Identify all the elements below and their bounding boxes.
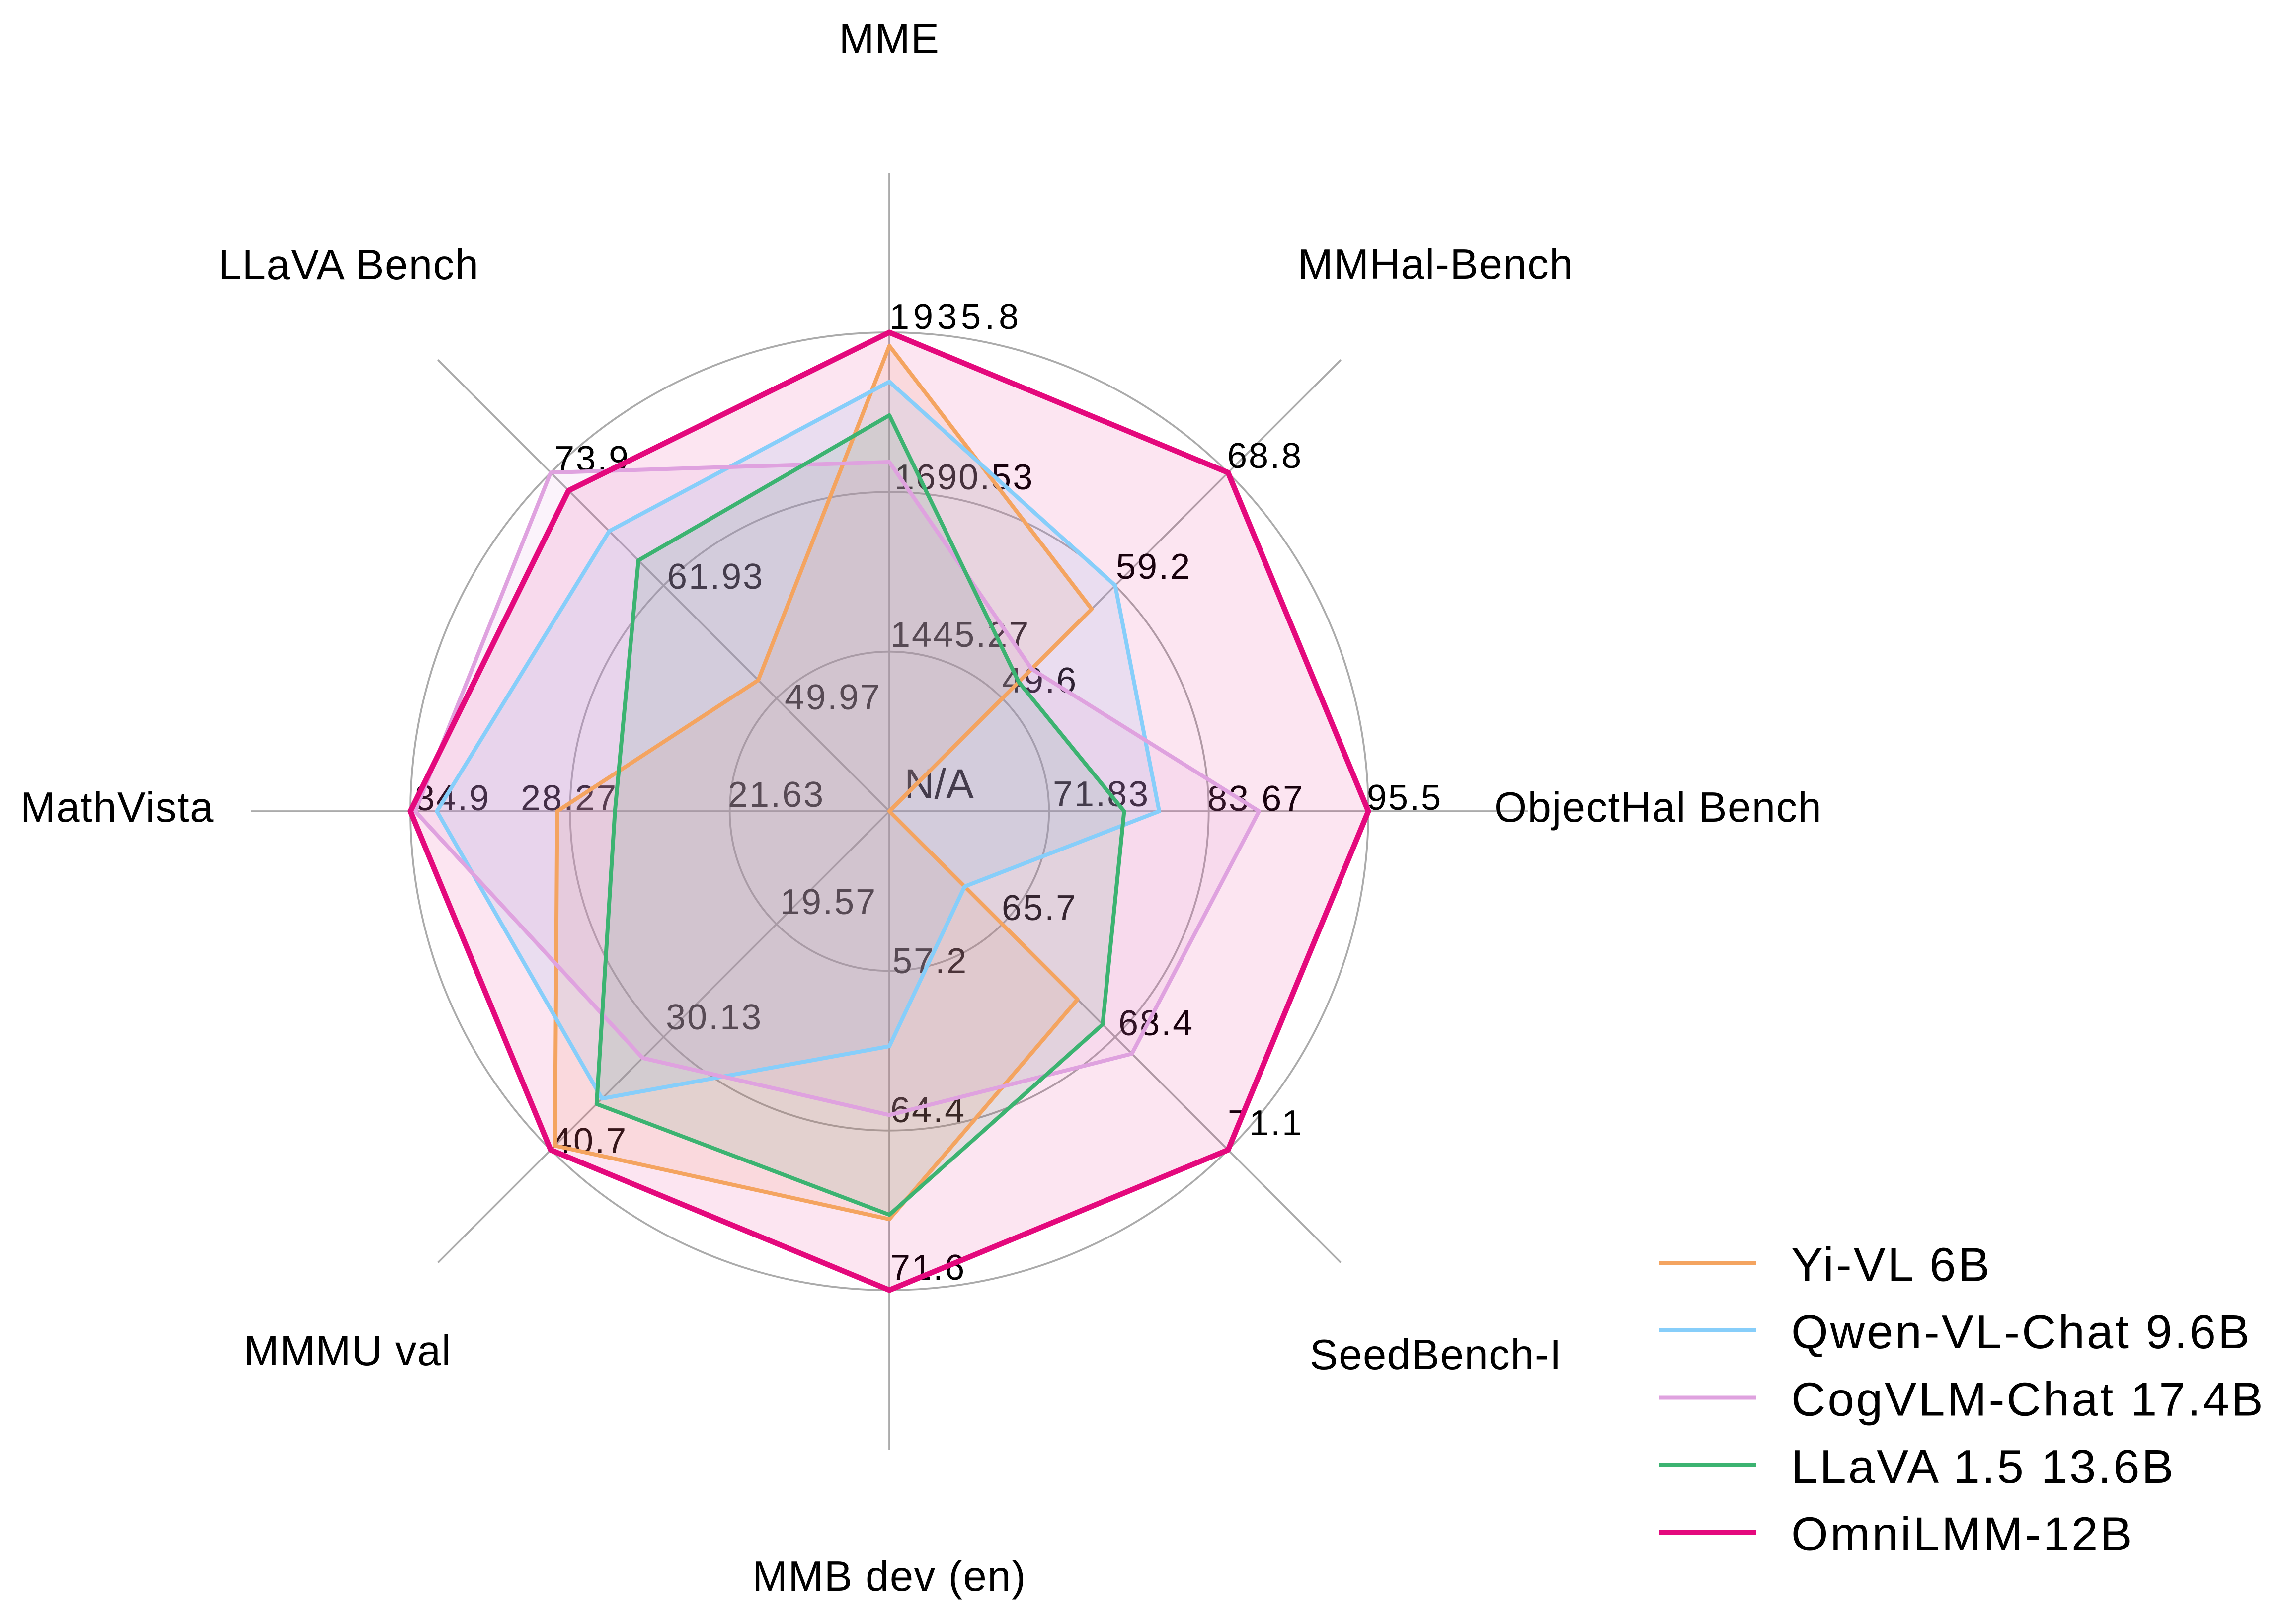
svg-text:MME: MME xyxy=(839,15,940,63)
svg-text:30.13: 30.13 xyxy=(666,998,763,1037)
svg-text:95.5: 95.5 xyxy=(1367,778,1442,818)
svg-text:59.2: 59.2 xyxy=(1116,547,1191,587)
svg-text:21.63: 21.63 xyxy=(728,775,825,815)
svg-text:68.8: 68.8 xyxy=(1227,436,1303,476)
svg-text:Qwen-VL-Chat 9.6B: Qwen-VL-Chat 9.6B xyxy=(1791,1306,2252,1359)
svg-text:MMHal-Bench: MMHal-Bench xyxy=(1298,241,1574,288)
svg-text:49.97: 49.97 xyxy=(785,678,881,717)
svg-text:ObjectHal Bench: ObjectHal Bench xyxy=(1494,784,1822,831)
svg-text:Yi-VL 6B: Yi-VL 6B xyxy=(1791,1238,1992,1292)
svg-text:LLaVA 1.5 13.6B: LLaVA 1.5 13.6B xyxy=(1791,1440,2175,1493)
svg-text:LLaVA Bench: LLaVA Bench xyxy=(218,241,479,289)
svg-text:SeedBench-I: SeedBench-I xyxy=(1310,1331,1562,1379)
svg-text:83.67: 83.67 xyxy=(1207,779,1304,819)
svg-text:71.6: 71.6 xyxy=(890,1248,966,1288)
svg-text:OmniLMM-12B: OmniLMM-12B xyxy=(1791,1508,2133,1561)
svg-text:61.93: 61.93 xyxy=(667,557,764,597)
svg-text:MathVista: MathVista xyxy=(20,784,214,831)
svg-text:MMB dev (en): MMB dev (en) xyxy=(752,1553,1026,1600)
svg-text:65.7: 65.7 xyxy=(1002,888,1077,928)
svg-text:MMMU val: MMMU val xyxy=(244,1327,452,1375)
svg-text:1935.8: 1935.8 xyxy=(889,297,1023,337)
svg-text:49.6: 49.6 xyxy=(1002,661,1078,700)
svg-text:1445.27: 1445.27 xyxy=(890,615,1030,655)
svg-text:19.57: 19.57 xyxy=(780,882,877,922)
svg-text:CogVLM-Chat 17.4B: CogVLM-Chat 17.4B xyxy=(1791,1373,2265,1426)
